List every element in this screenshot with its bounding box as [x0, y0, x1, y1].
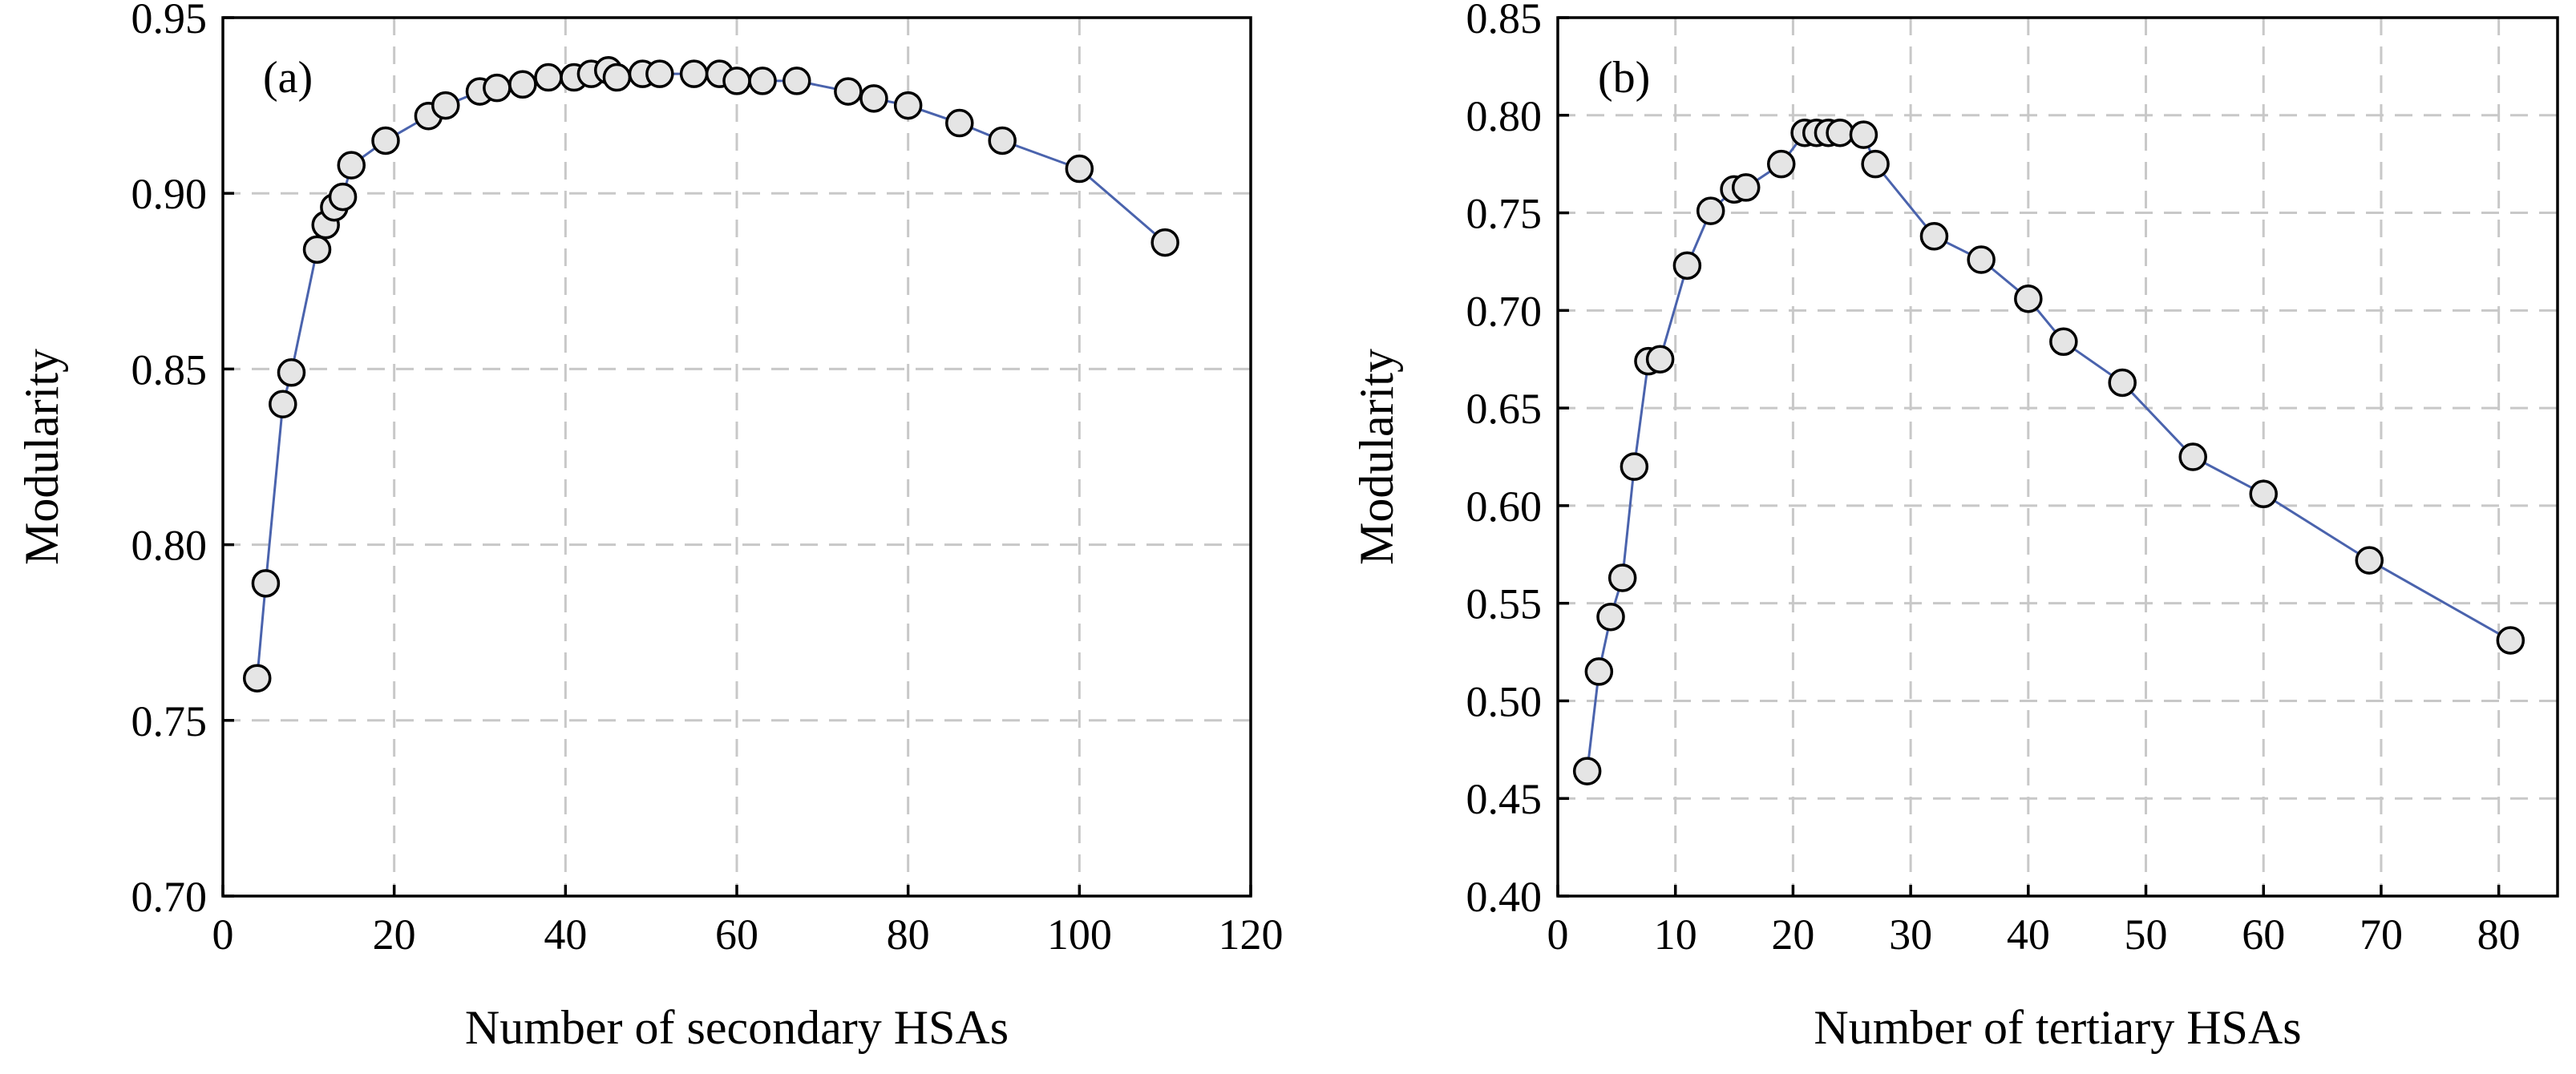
- x-tick-label: 80: [887, 910, 930, 959]
- data-point: [748, 67, 777, 95]
- y-tick-label: 0.80: [1466, 92, 1543, 140]
- data-point: [988, 126, 1017, 155]
- data-point: [2108, 368, 2137, 398]
- y-tick-label: 0.80: [131, 522, 208, 570]
- x-tick-label: 10: [1654, 910, 1697, 959]
- data-point: [1919, 222, 1949, 251]
- x-tick-label: 120: [1219, 910, 1284, 959]
- data-point: [783, 67, 811, 95]
- y-tick-label: 0.75: [1466, 190, 1543, 238]
- data-point: [269, 390, 297, 418]
- x-tick-label: 50: [2125, 910, 2168, 959]
- data-point: [602, 63, 632, 92]
- data-point: [1645, 345, 1675, 373]
- data-point: [834, 77, 863, 106]
- y-tick-label: 0.70: [1466, 287, 1543, 335]
- y-axis-label: Modularity: [1350, 349, 1403, 565]
- y-tick-label: 0.85: [131, 345, 208, 394]
- y-tick-label: 0.95: [131, 0, 208, 42]
- data-point: [534, 63, 563, 92]
- data-point: [2355, 546, 2384, 575]
- y-tick-label: 0.60: [1466, 482, 1543, 531]
- data-point: [251, 569, 281, 598]
- chart-panel-b: 0 10 20 30 40 50 60 70 80 0.40 0.45 0.50 0.55 0.60 0.6…: [1350, 0, 2559, 1054]
- plot-frame: [1556, 16, 2559, 898]
- x-tick-label: 20: [1771, 910, 1814, 959]
- x-tick-label: 40: [544, 910, 587, 959]
- panel-label: (a): [263, 53, 313, 103]
- data-point: [679, 59, 709, 88]
- y-tick-label: 0.65: [1466, 385, 1543, 433]
- data-point: [1151, 228, 1179, 257]
- data-point: [722, 67, 751, 95]
- data-point: [1849, 120, 1878, 149]
- x-tick-label: 100: [1047, 910, 1112, 959]
- y-axis-label: Modularity: [15, 349, 68, 565]
- data-point: [2249, 479, 2278, 509]
- x-tick-label: 60: [2242, 910, 2285, 959]
- chart-panel-a: 0 20 40 60 80 100 120 0.70 0.75 0.80 0.85 0.90 0.95 N…: [15, 0, 1284, 1054]
- x-tick-label: 0: [1547, 910, 1569, 959]
- data-point: [2014, 284, 2043, 313]
- data-point: [1672, 251, 1702, 281]
- x-tick-label: 20: [373, 910, 416, 959]
- y-tick-label: 0.85: [1466, 0, 1543, 42]
- data-point: [645, 59, 674, 88]
- data-point: [431, 91, 460, 120]
- data-point: [1065, 154, 1094, 184]
- data-point: [328, 182, 358, 212]
- data-point: [945, 108, 974, 138]
- y-tick-label: 0.70: [131, 873, 208, 921]
- data-point: [1607, 563, 1637, 592]
- data-point: [1766, 149, 1796, 179]
- data-point: [302, 235, 332, 264]
- data-point: [371, 126, 400, 155]
- y-tick-label: 0.55: [1466, 580, 1543, 628]
- data-point: [893, 91, 923, 120]
- data-point: [1620, 452, 1649, 481]
- x-tick-label: 30: [1889, 910, 1932, 959]
- y-tick-label: 0.90: [131, 170, 208, 218]
- x-tick-label: 70: [2360, 910, 2403, 959]
- y-tick-label: 0.45: [1466, 775, 1543, 823]
- x-tick-label: 40: [2007, 910, 2050, 959]
- data-point: [2178, 442, 2207, 471]
- x-axis-label: Number of tertiary HSAs: [1814, 1001, 2301, 1054]
- data-point: [2496, 626, 2525, 655]
- data-point: [508, 70, 537, 99]
- data-point: [1861, 149, 1890, 179]
- data-point: [1696, 196, 1725, 225]
- data-point: [483, 73, 512, 103]
- data-point: [242, 664, 272, 692]
- x-tick-label: 80: [2477, 910, 2521, 959]
- data-point: [1596, 602, 1625, 632]
- data-point: [337, 151, 366, 180]
- y-tick-label: 0.75: [131, 697, 208, 745]
- x-tick-label: 60: [715, 910, 758, 959]
- x-axis-label: Number of secondary HSAs: [465, 1001, 1009, 1054]
- panel-label: (b): [1598, 53, 1650, 103]
- y-tick-label: 0.50: [1466, 677, 1543, 725]
- data-point: [1731, 173, 1761, 202]
- data-point: [1967, 245, 1996, 274]
- data-point: [1572, 757, 1602, 785]
- series-line: [1586, 131, 2512, 772]
- data-point: [1826, 118, 1854, 147]
- x-tick-label: 0: [212, 910, 234, 959]
- data-point: [859, 84, 888, 113]
- data-point: [277, 358, 306, 387]
- data-point: [1584, 657, 1614, 686]
- data-point: [2049, 327, 2078, 357]
- y-tick-label: 0.40: [1466, 873, 1543, 921]
